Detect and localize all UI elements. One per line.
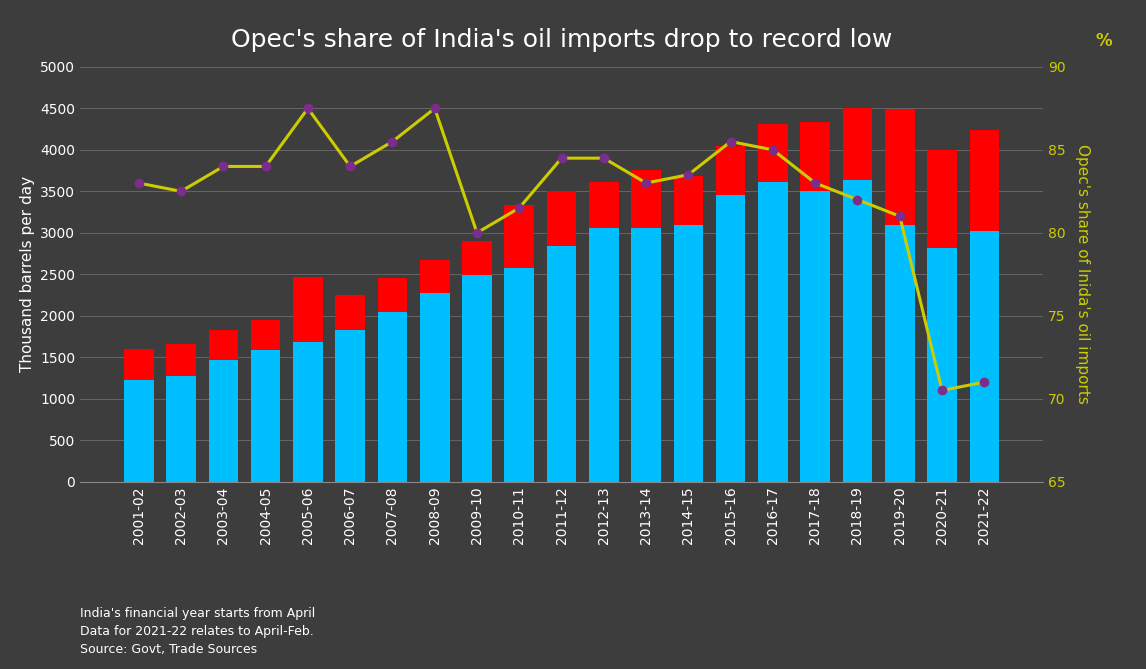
Bar — [378, 312, 407, 482]
Opec's share of India's oil imports — [427, 104, 441, 112]
Opec's share of India's oil imports — [132, 179, 146, 187]
Title: Opec's share of India's oil imports drop to record low: Opec's share of India's oil imports drop… — [230, 29, 893, 52]
Opec's share of India's oil imports — [217, 163, 230, 171]
Opec's share of India's oil imports — [935, 387, 949, 395]
Opec's share of India's oil imports — [512, 204, 526, 212]
Bar — [674, 175, 704, 225]
Bar — [842, 108, 872, 180]
Bar — [970, 130, 999, 231]
Bar — [336, 330, 364, 482]
Bar — [800, 122, 830, 191]
Bar — [124, 379, 154, 482]
Bar — [293, 277, 323, 343]
Bar — [716, 146, 745, 195]
Opec's share of India's oil imports — [639, 179, 653, 187]
Bar — [885, 225, 915, 482]
Bar — [336, 295, 364, 330]
Line: Opec's share of India's oil imports: Opec's share of India's oil imports — [134, 104, 989, 395]
Bar — [885, 109, 915, 225]
Opec's share of India's oil imports — [259, 163, 273, 171]
Bar — [547, 246, 576, 482]
Bar — [759, 124, 787, 182]
Y-axis label: Thousand barrels per day: Thousand barrels per day — [19, 176, 34, 373]
Bar — [504, 205, 534, 268]
Opec's share of India's oil imports — [470, 229, 484, 237]
Opec's share of India's oil imports — [301, 104, 315, 112]
Bar — [674, 225, 704, 482]
Bar — [547, 191, 576, 246]
Bar — [970, 231, 999, 482]
Opec's share of India's oil imports — [808, 179, 822, 187]
Bar — [378, 278, 407, 312]
Bar — [631, 170, 661, 228]
Opec's share of India's oil imports — [174, 187, 188, 195]
Text: India's financial year starts from April
Data for 2021-22 relates to April-Feb.
: India's financial year starts from April… — [80, 607, 315, 656]
Bar — [419, 292, 449, 482]
Bar — [166, 377, 196, 482]
Bar — [631, 228, 661, 482]
Opec's share of India's oil imports — [850, 195, 864, 203]
Bar — [209, 330, 238, 360]
Bar — [251, 350, 281, 482]
Opec's share of India's oil imports — [344, 163, 358, 171]
Bar — [842, 180, 872, 482]
Bar — [759, 182, 787, 482]
Bar — [927, 248, 957, 482]
Opec's share of India's oil imports — [682, 171, 696, 179]
Bar — [166, 344, 196, 377]
Opec's share of India's oil imports — [978, 378, 991, 386]
Bar — [209, 360, 238, 482]
Bar — [462, 241, 492, 275]
Opec's share of India's oil imports — [385, 138, 399, 146]
Bar — [589, 182, 619, 228]
Bar — [589, 228, 619, 482]
Bar — [504, 268, 534, 482]
Bar — [419, 260, 449, 292]
Bar — [293, 343, 323, 482]
Opec's share of India's oil imports — [724, 138, 738, 146]
Opec's share of India's oil imports — [597, 154, 611, 162]
Opec's share of India's oil imports — [893, 212, 906, 220]
Bar — [800, 191, 830, 482]
Text: %: % — [1096, 32, 1113, 50]
Y-axis label: Opec's share of Inida's oil imports: Opec's share of Inida's oil imports — [1075, 145, 1090, 404]
Bar — [462, 275, 492, 482]
Bar — [927, 150, 957, 248]
Opec's share of India's oil imports — [766, 146, 779, 154]
Bar — [124, 349, 154, 379]
Bar — [716, 195, 745, 482]
Opec's share of India's oil imports — [555, 154, 568, 162]
Bar — [251, 320, 281, 350]
